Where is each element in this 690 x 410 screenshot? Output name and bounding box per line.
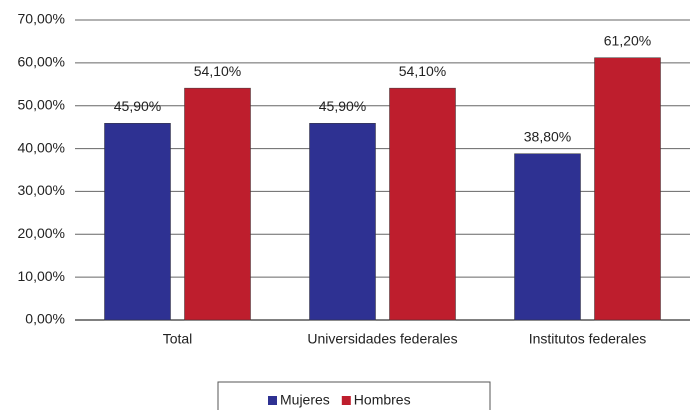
legend-swatch	[341, 396, 351, 405]
legend-box	[217, 381, 491, 410]
bar	[389, 87, 456, 321]
y-tick-label: 20,00%	[18, 225, 65, 241]
value-label: 54,10%	[194, 63, 241, 79]
x-tick-label: Institutos federales	[529, 331, 647, 347]
x-tick-label: Total	[163, 331, 193, 347]
y-tick-label: 40,00%	[18, 139, 65, 155]
y-tick-label: 50,00%	[18, 96, 65, 112]
legend-swatch	[268, 396, 277, 405]
bar	[184, 87, 251, 321]
y-tick-label: 70,00%	[18, 11, 65, 27]
value-label: 45,90%	[319, 98, 366, 114]
y-tick-label: 30,00%	[18, 182, 65, 198]
value-label: 45,90%	[114, 98, 161, 114]
bar	[514, 153, 581, 321]
bar	[104, 123, 171, 321]
bar	[594, 57, 661, 321]
bar	[309, 123, 376, 321]
x-tick-label: Universidades federales	[307, 331, 457, 347]
value-label: 38,80%	[524, 128, 571, 144]
y-tick-label: 10,00%	[18, 268, 65, 284]
value-label: 61,20%	[604, 32, 651, 48]
legend-label: Mujeres	[280, 392, 330, 408]
value-label: 54,10%	[399, 63, 446, 79]
y-tick-label: 60,00%	[18, 54, 65, 70]
legend-label: Hombres	[354, 392, 411, 408]
y-tick-label: 0,00%	[25, 311, 65, 327]
